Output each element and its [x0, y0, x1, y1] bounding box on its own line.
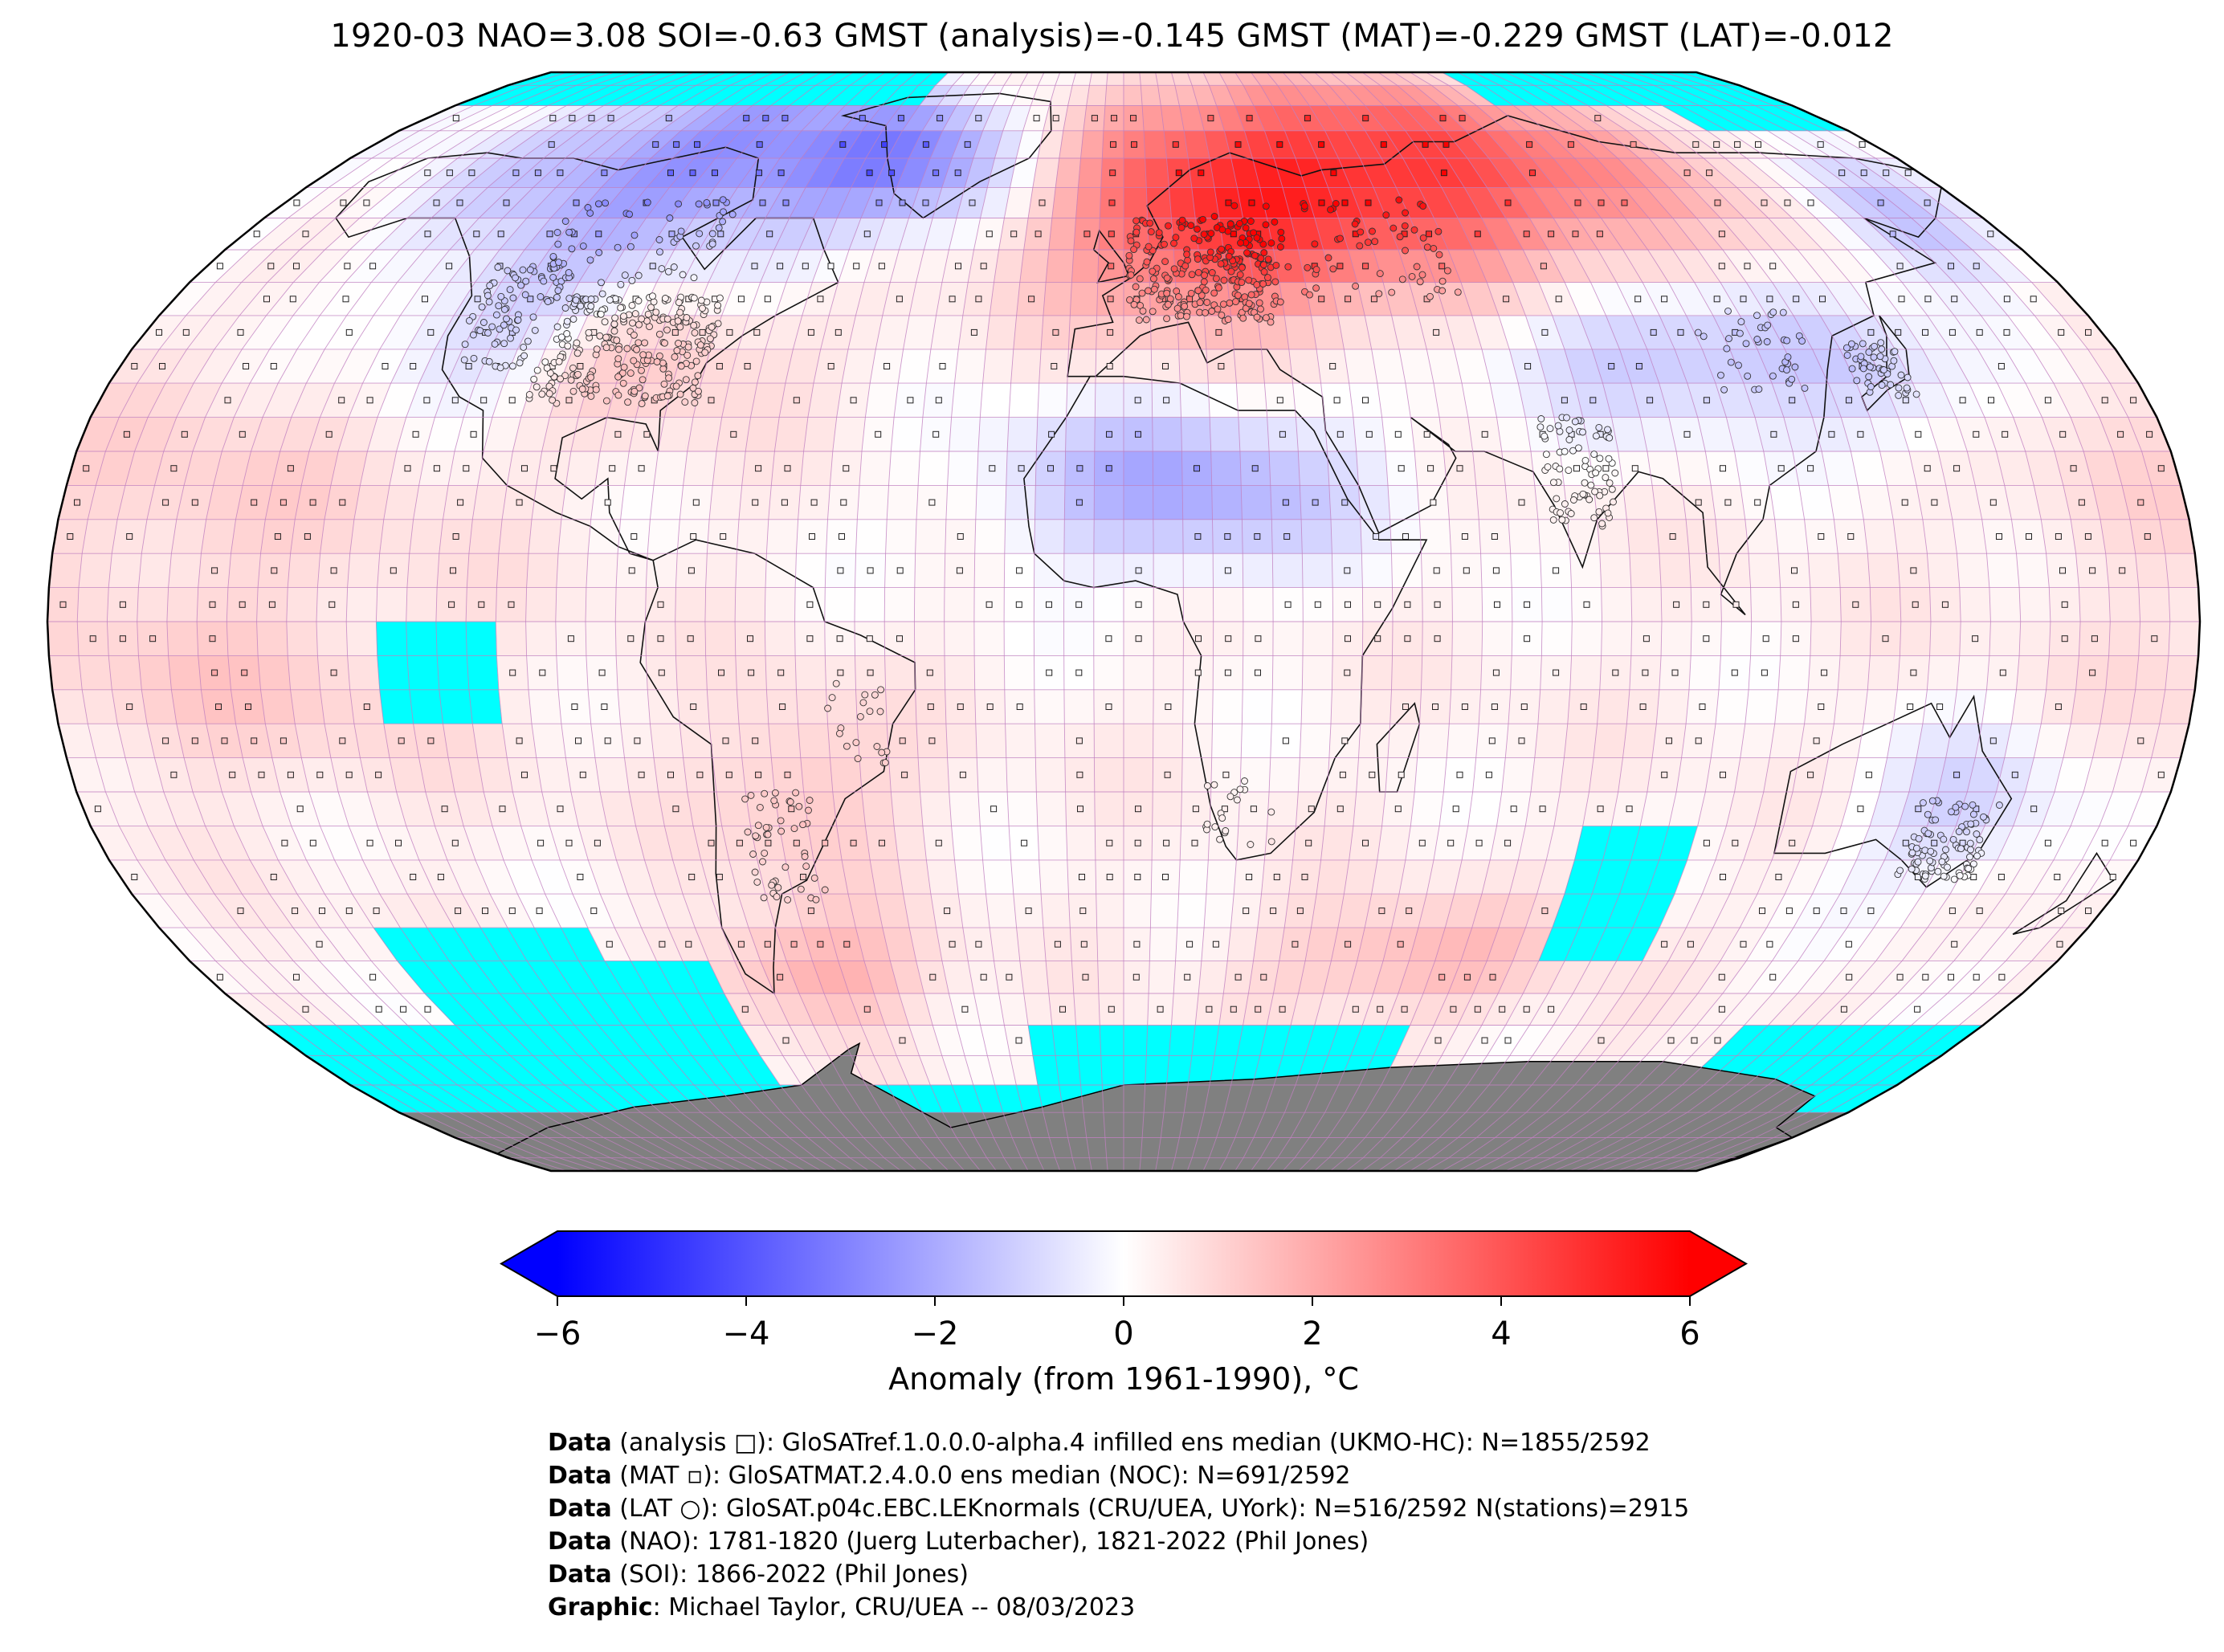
- credit-text: (SOI): 1866-2022 (Phil Jones): [611, 1560, 969, 1589]
- credit-line: Data (NAO): 1781-1820 (Juerg Luterbacher…: [548, 1525, 1689, 1558]
- colorbar-tick-label: −2: [912, 1315, 959, 1352]
- credit-line: Data (analysis □): GloSATref.1.0.0.0-alp…: [548, 1426, 1689, 1459]
- colorbar-tick-label: −4: [723, 1315, 770, 1352]
- credit-key: Data: [548, 1429, 612, 1457]
- colorbar-tick-label: 2: [1302, 1315, 1322, 1352]
- credit-line: Data (LAT ○): GloSAT.p04c.EBC.LEKnormals…: [548, 1492, 1689, 1525]
- credit-key: Data: [548, 1495, 612, 1523]
- data-credits: Data (analysis □): GloSATref.1.0.0.0-alp…: [548, 1426, 1689, 1624]
- credit-line: Data (MAT ▫): GloSATMAT.2.4.0.0 ens medi…: [548, 1459, 1689, 1492]
- credit-text: (analysis □): GloSATref.1.0.0.0-alpha.4 …: [611, 1429, 1651, 1457]
- map-title: 1920-03 NAO=3.08 SOI=-0.63 GMST (analysi…: [330, 18, 1894, 55]
- colorbar-tick-label: 0: [1113, 1315, 1133, 1352]
- credit-line: Graphic: Michael Taylor, CRU/UEA -- 08/0…: [548, 1591, 1689, 1624]
- colorbar-extend-high: [1690, 1231, 1746, 1296]
- colorbar-ticks: −6 −4 −2 0 2 4 6: [534, 1296, 1700, 1352]
- colorbar-tick-label: 6: [1679, 1315, 1700, 1352]
- colorbar-tick-label: 4: [1491, 1315, 1511, 1352]
- colorbar-extend-low: [501, 1231, 557, 1296]
- credit-text: (LAT ○): GloSAT.p04c.EBC.LEKnormals (CRU…: [611, 1495, 1690, 1523]
- credit-key: Data: [548, 1528, 612, 1556]
- credit-text: (NAO): 1781-1820 (Juerg Luterbacher), 18…: [611, 1528, 1369, 1556]
- colorbar: −6 −4 −2 0 2 4 6 Anomaly (from 1961-1990), °C: [500, 1230, 1748, 1397]
- credit-key: Data: [548, 1560, 612, 1589]
- colorbar-label: Anomaly (from 1961-1990), °C: [888, 1361, 1359, 1397]
- colorbar-tick-label: −6: [534, 1315, 582, 1352]
- anomaly-map: [46, 71, 2202, 1173]
- credit-key: Graphic: [548, 1593, 653, 1621]
- credit-key: Data: [548, 1462, 612, 1490]
- colorbar-gradient: [557, 1231, 1690, 1296]
- credit-text: (MAT ▫): GloSATMAT.2.4.0.0 ens median (N…: [611, 1462, 1351, 1490]
- credit-text: : Michael Taylor, CRU/UEA -- 08/03/2023: [652, 1593, 1136, 1621]
- credit-line: Data (SOI): 1866-2022 (Phil Jones): [548, 1558, 1689, 1591]
